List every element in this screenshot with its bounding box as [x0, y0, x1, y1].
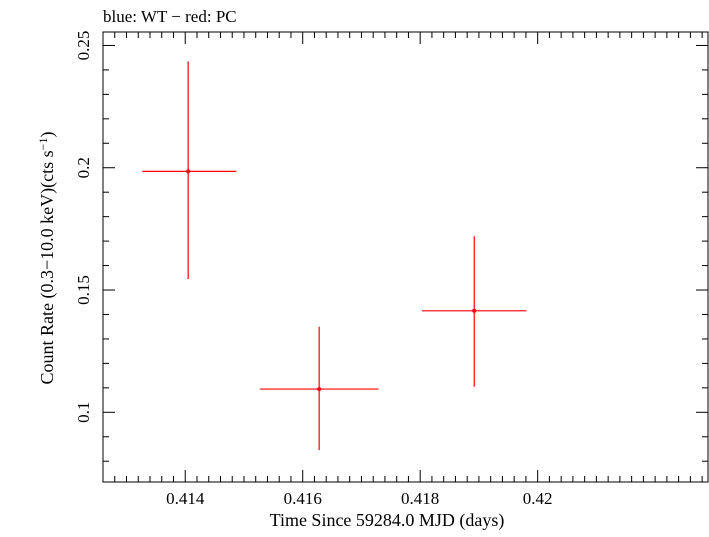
- x-tick-label: 0.414: [166, 489, 205, 508]
- x-tick-labels: 0.414 0.416 0.418 0.42: [166, 489, 552, 508]
- chart-title: blue: WT − red: PC: [103, 7, 237, 26]
- y-axis-label-close: ): [37, 132, 58, 138]
- y-tick-label: 0.1: [74, 402, 93, 423]
- y-axis-label-main: Count Rate (0.3−10.0 keV)(cts s: [37, 150, 58, 384]
- y-tick-label: 0.2: [74, 157, 93, 178]
- plot-frame: [102, 31, 709, 483]
- x-tick-label: 0.42: [523, 489, 553, 508]
- data-series: [142, 61, 527, 451]
- x-tick-label: 0.416: [284, 489, 322, 508]
- y-axis-label: Count Rate (0.3−10.0 keV)(cts s−1): [36, 132, 58, 385]
- data-point: [317, 387, 322, 392]
- y-tick-label: 0.15: [74, 275, 93, 305]
- major-ticks: [103, 32, 708, 482]
- data-point: [186, 169, 191, 174]
- series-pc: [142, 61, 527, 451]
- y-tick-label: 0.25: [74, 31, 93, 61]
- y-axis-label-exponent: −1: [36, 138, 50, 151]
- minor-ticks: [102, 32, 708, 482]
- data-point: [472, 308, 477, 313]
- x-axis-label: Time Since 59284.0 MJD (days): [270, 510, 505, 531]
- y-tick-labels: 0.1 0.15 0.2 0.25: [74, 31, 93, 423]
- x-tick-label: 0.418: [401, 489, 439, 508]
